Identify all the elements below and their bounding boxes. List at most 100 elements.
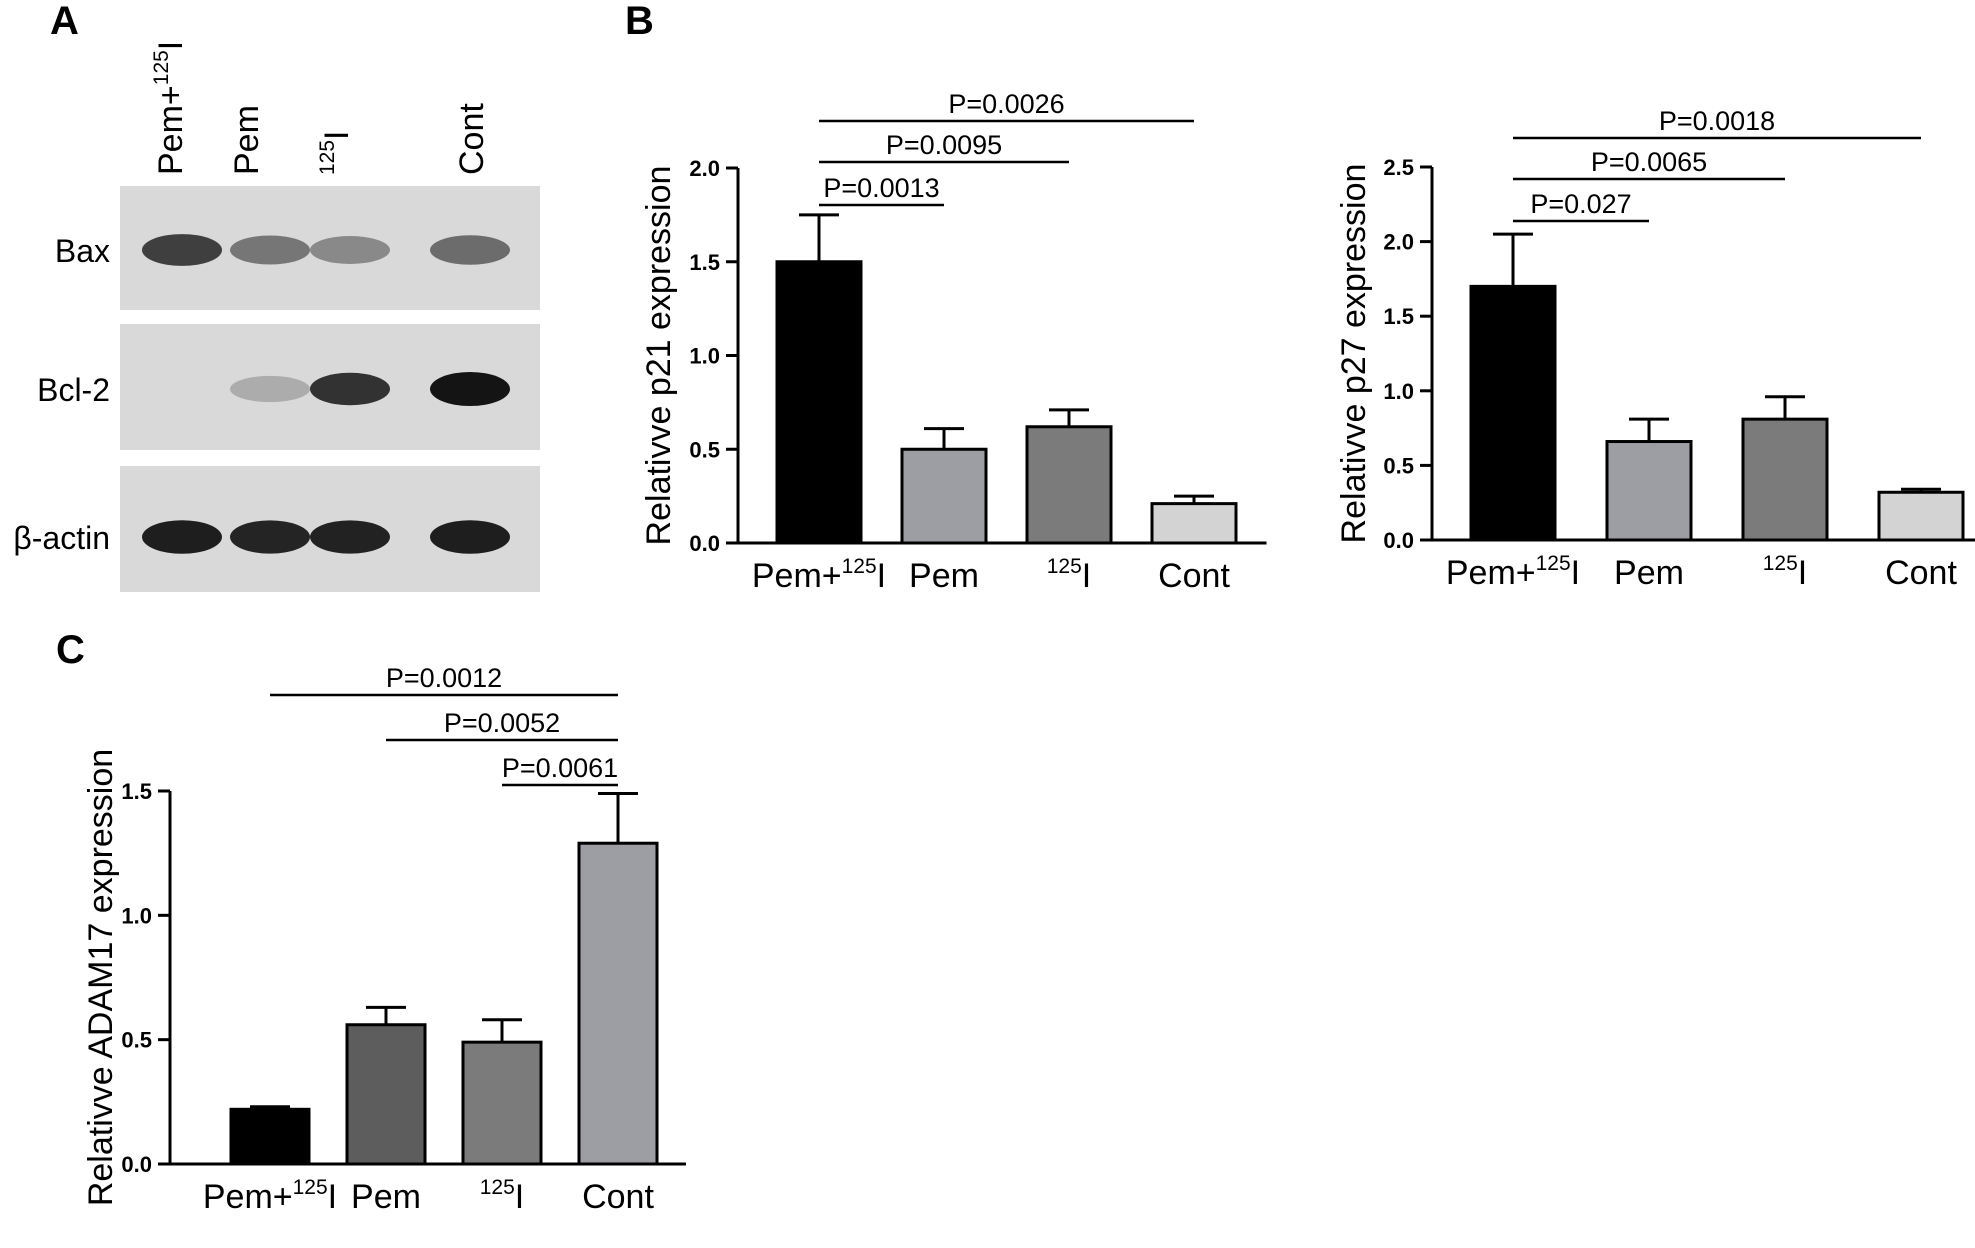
bar	[229, 1107, 311, 1166]
y-axis-label: Relativve ADAM17 expression	[82, 749, 120, 1206]
category-label-0: Pem+125I	[1446, 552, 1580, 592]
blot-label-2: β-actin	[13, 520, 110, 556]
p27-bar-chart: 0.0 0.5 1.0 1.5 2.0 2.5 Relativve p27 expressi…	[1335, 106, 1975, 592]
y-tick-label: 0.5	[689, 437, 720, 462]
panel-a-letter: A	[50, 0, 79, 43]
category-label-2-tail: I	[1798, 554, 1807, 592]
p21-bar-chart: 0.0 0.5 1.0 1.5 2.0 Relativve p21 expression P…	[640, 89, 1267, 595]
y-tick-label: 0.0	[1383, 528, 1414, 553]
category-label-0-base: Pem+	[203, 1178, 293, 1216]
blot-label-1: Bcl-2	[37, 372, 110, 408]
bar	[1605, 440, 1693, 542]
lane-label-0-base: Pem+	[152, 85, 190, 175]
y-tick-label: 2.0	[1383, 230, 1414, 255]
category-label-3: Cont	[1158, 557, 1230, 595]
p-value-label: P=0.0061	[502, 753, 618, 783]
blot-band	[310, 236, 390, 264]
p-value-label: P=0.027	[1530, 189, 1631, 219]
category-label-1-base: Pem	[909, 557, 979, 595]
y-tick-label: 1.5	[121, 779, 152, 804]
bar	[775, 260, 863, 545]
bar	[1025, 425, 1113, 545]
category-label-1: Pem	[909, 557, 979, 595]
category-label-1-base: Pem	[351, 1178, 421, 1216]
bar	[1877, 490, 1965, 542]
category-label-3: Cont	[582, 1178, 654, 1216]
category-label-2: 125I	[1047, 555, 1092, 595]
bar	[577, 841, 659, 1166]
category-label-2: 125I	[480, 1176, 525, 1216]
category-label-0-tail: I	[328, 1178, 337, 1216]
p-value-label: P=0.0065	[1591, 147, 1707, 177]
category-label-1: Pem	[1614, 554, 1684, 592]
panel-c-letter: C	[56, 628, 85, 672]
panel-b-letter: B	[625, 0, 654, 43]
y-tick-label: 0.5	[1383, 453, 1414, 478]
blot-band	[230, 375, 310, 403]
y-tick-label: 2.0	[689, 156, 720, 181]
category-label-2-sup: 125	[480, 1176, 515, 1199]
category-label-0: Pem+125I	[203, 1176, 337, 1216]
category-label-3: Cont	[1885, 554, 1957, 592]
category-label-2: 125I	[1763, 552, 1808, 592]
p-value-label: P=0.0012	[386, 663, 502, 693]
lane-label-2: 125I	[316, 131, 356, 176]
category-label-2-sup: 125	[1047, 555, 1082, 578]
lane-label-0: Pem+125I	[150, 41, 190, 175]
lane-label-1: Pem	[228, 105, 266, 175]
category-label-0-tail: I	[877, 557, 886, 595]
category-label-2-sup: 125	[1763, 552, 1798, 575]
lane-label-0-sup: 125	[150, 50, 173, 85]
lane-label-3-base: Cont	[453, 103, 491, 175]
y-tick-label: 1.5	[689, 250, 720, 275]
y-axis-label: Relativve p27 expression	[1335, 164, 1373, 544]
blot-band	[310, 372, 390, 406]
y-tick-label: 1.0	[1383, 379, 1414, 404]
p-value-label: P=0.0013	[823, 173, 939, 203]
lane-label-2-tail: I	[318, 131, 356, 140]
category-label-0-base: Pem+	[752, 557, 842, 595]
bar	[1469, 284, 1557, 542]
category-label-1-base: Pem	[1614, 554, 1684, 592]
y-tick-label: 2.5	[1383, 155, 1414, 180]
y-tick-label: 0.0	[121, 1152, 152, 1177]
y-tick-label: 1.5	[1383, 304, 1414, 329]
lane-label-2-sup: 125	[316, 140, 339, 175]
bar	[1150, 502, 1238, 545]
blot-band	[142, 234, 222, 266]
p-value-label: P=0.0052	[444, 708, 560, 738]
blot-band	[430, 520, 510, 554]
y-tick-label: 0.5	[121, 1028, 152, 1053]
blot-band	[310, 520, 390, 554]
lane-label-0-tail: I	[152, 41, 190, 50]
y-tick-label: 1.0	[121, 903, 152, 928]
category-label-0-base: Pem+	[1446, 554, 1536, 592]
blot-band	[230, 520, 310, 554]
blot-band	[430, 372, 510, 406]
blot-band	[430, 235, 510, 265]
p-value-label: P=0.0095	[886, 130, 1002, 160]
category-label-2-tail: I	[515, 1178, 524, 1216]
p-value-label: P=0.0018	[1659, 106, 1775, 136]
category-label-0-tail: I	[1571, 554, 1580, 592]
y-tick-label: 1.0	[689, 344, 720, 369]
lane-label-3: Cont	[453, 103, 491, 175]
blot-label-0: Bax	[55, 233, 110, 269]
category-label-3-base: Cont	[582, 1178, 654, 1216]
category-label-2-tail: I	[1082, 557, 1091, 595]
bar	[345, 1023, 427, 1166]
category-label-3-base: Cont	[1158, 557, 1230, 595]
category-label-0-sup: 125	[842, 555, 877, 578]
y-axis-label: Relativve p21 expression	[640, 166, 678, 546]
bar	[900, 447, 988, 545]
bar	[461, 1040, 543, 1166]
p-value-label: P=0.0026	[948, 89, 1064, 119]
blot-band	[230, 235, 310, 265]
lane-label-1-base: Pem	[228, 105, 266, 175]
y-tick-label: 0.0	[689, 531, 720, 556]
category-label-0-sup: 125	[1536, 552, 1571, 575]
category-label-1: Pem	[351, 1178, 421, 1216]
